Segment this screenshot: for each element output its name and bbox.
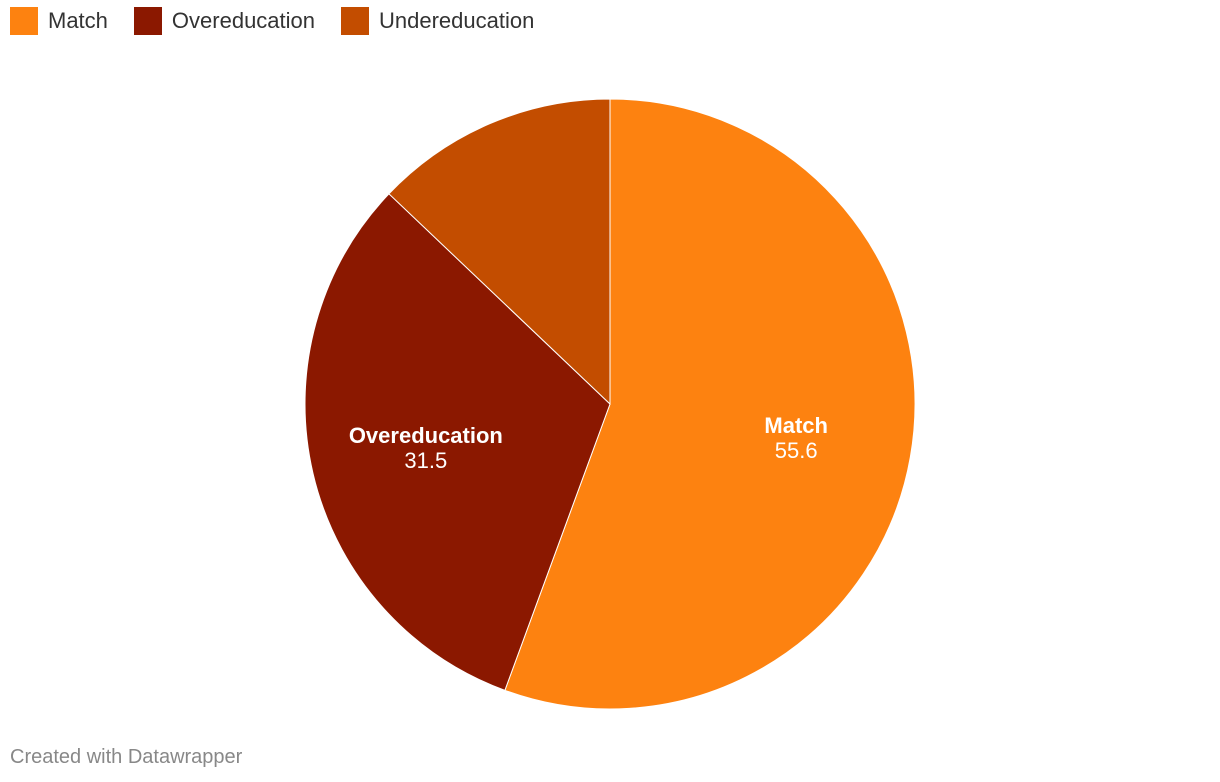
slice-value-overeducation: 31.5: [404, 448, 447, 473]
legend-swatch-undereducation: [341, 7, 370, 35]
pie-slice-undereducation: [388, 98, 611, 406]
legend-item-undereducation: Undereducation: [341, 7, 534, 35]
legend-swatch-match: [10, 7, 38, 35]
slice-label-overeducation: Overeducation: [349, 423, 503, 448]
chart-legend: Match Overeducation Undereducation: [10, 7, 534, 35]
legend-item-overeducation: Overeducation: [133, 7, 316, 35]
footer-credit: Created with Datawrapper: [10, 746, 243, 768]
legend-label-undereducation: Undereducation: [379, 8, 535, 33]
legend-label-match: Match: [48, 8, 108, 33]
legend-item-match: Match: [10, 7, 108, 35]
slice-label-match: Match: [764, 413, 828, 438]
legend-swatch-overeducation: [133, 7, 162, 35]
pie-slice-match: [504, 98, 916, 710]
pie-slice-overeducation: [304, 193, 611, 691]
slice-value-match: 55.6: [775, 438, 818, 463]
legend-label-overeducation: Overeducation: [171, 8, 316, 33]
